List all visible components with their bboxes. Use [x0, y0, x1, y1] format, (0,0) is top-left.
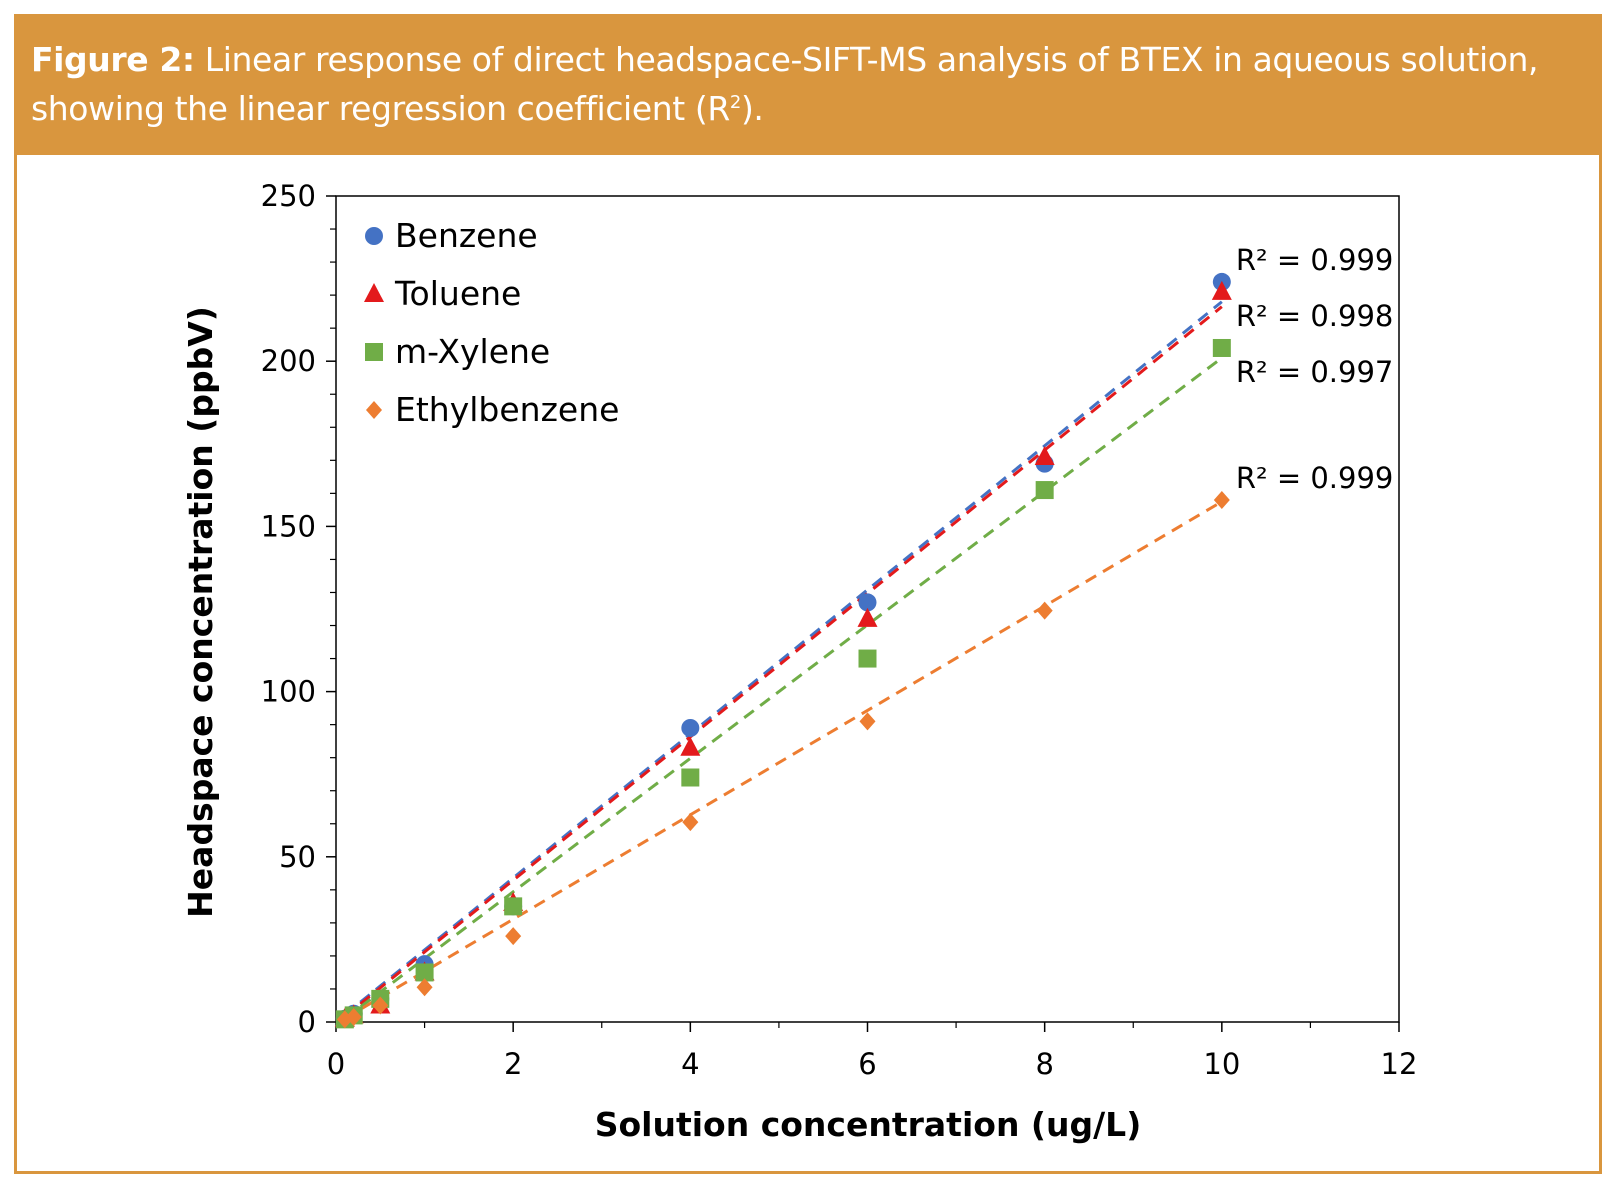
x-tick-label: 6: [858, 1047, 876, 1081]
m-xylene-point: [1212, 338, 1231, 357]
figure-frame: Figure 2: Linear response of direct head…: [14, 14, 1602, 1174]
m-xylene-point: [1035, 481, 1054, 500]
benzene-r2-label: R² = 0.999: [1236, 243, 1394, 277]
figure-label: Figure 2:: [31, 40, 195, 79]
ethylbenzene-point: [416, 978, 433, 997]
y-axis-label: Headspace concentration (ppbV): [181, 306, 220, 918]
x-tick-label: 10: [1203, 1047, 1240, 1081]
chart-axes: 0 2 4 6 8 10 12 0 50 100 150 200 250: [261, 179, 1418, 1081]
benzene-point: [681, 718, 700, 737]
m-xylene-trendline: [343, 356, 1223, 1020]
ethylbenzene-point: [345, 1008, 362, 1027]
figure-caption: Figure 2: Linear response of direct head…: [17, 17, 1599, 155]
toluene-point: [857, 607, 878, 627]
ethylbenzene-point: [372, 996, 389, 1015]
toluene-trendline: [343, 305, 1223, 1018]
m-xylene-legend-marker: [365, 343, 383, 361]
x-tick-label: 2: [504, 1047, 522, 1081]
ethylbenzene-point: [859, 712, 876, 731]
x-tick-label: 8: [1035, 1047, 1053, 1081]
y-tick-label: 100: [261, 675, 316, 709]
m-xylene-point: [681, 768, 700, 787]
benzene-trendline: [343, 300, 1223, 1016]
ethylbenzene-trendline: [344, 500, 1223, 1020]
chart-markers: [334, 272, 1232, 1029]
m-xylene-point: [858, 649, 877, 668]
y-tick-label: 150: [261, 509, 316, 543]
ethylbenzene-point: [682, 813, 699, 832]
benzene-legend-label: Benzene: [395, 216, 538, 255]
toluene-legend-label: Toluene: [394, 274, 521, 313]
ethylbenzene-point: [1036, 601, 1053, 620]
y-tick-label: 200: [261, 344, 316, 378]
y-tick-label: 50: [279, 840, 316, 874]
m-xylene-point: [504, 897, 523, 916]
x-axis-label: Solution concentration (ug/L): [595, 1105, 1142, 1144]
m-xylene-legend-label: m-Xylene: [395, 332, 550, 371]
y-tick-label: 0: [298, 1005, 316, 1039]
y-tick-label: 250: [261, 179, 316, 213]
ethylbenzene-point: [505, 927, 522, 946]
chart-legend: Benzene Toluene m-Xylene Ethylbenzene: [364, 216, 619, 429]
x-tick-label: 12: [1381, 1047, 1418, 1081]
toluene-point: [680, 736, 701, 756]
toluene-r2-label: R² = 0.998: [1236, 299, 1394, 333]
toluene-point: [1034, 446, 1055, 466]
chart-trendlines: [343, 300, 1223, 1020]
x-tick-label: 0: [327, 1047, 345, 1081]
toluene-point: [1211, 280, 1232, 300]
m-xylene-r2-label: R² = 0.997: [1236, 355, 1394, 389]
x-tick-label: 4: [681, 1047, 699, 1081]
caption-text: Linear response of direct headspace-SIFT…: [31, 40, 1539, 128]
caption-text-end: ).: [740, 89, 764, 128]
m-xylene-point: [415, 963, 434, 982]
caption-superscript: 2: [729, 92, 741, 113]
chart-r2-labels: R² = 0.999 R² = 0.998 R² = 0.997 R² = 0.999: [1236, 243, 1394, 495]
benzene-point: [858, 593, 877, 612]
benzene-legend-marker: [365, 227, 383, 245]
ethylbenzene-legend-marker: [366, 401, 382, 419]
ethylbenzene-point: [1213, 490, 1230, 509]
toluene-legend-marker: [364, 283, 384, 302]
ethylbenzene-r2-label: R² = 0.999: [1236, 461, 1394, 495]
ethylbenzene-legend-label: Ethylbenzene: [395, 390, 619, 429]
